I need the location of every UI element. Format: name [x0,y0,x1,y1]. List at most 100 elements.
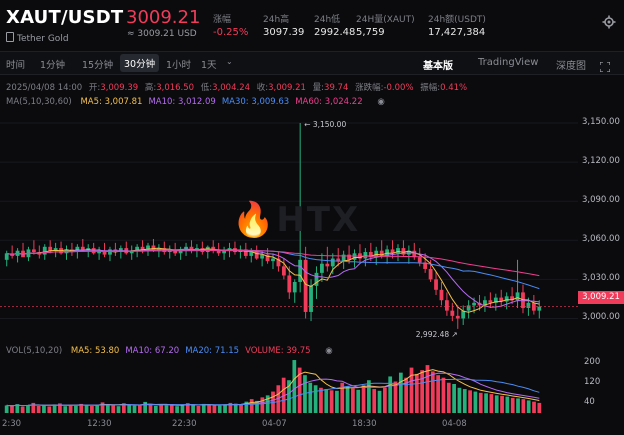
tab-tradingview[interactable]: TradingView [478,57,539,68]
candle-body [412,250,417,258]
candle-body [461,310,466,319]
volume-bar [516,398,520,413]
candle-body [4,253,9,260]
candle-body [271,258,275,262]
candle-body [281,266,286,276]
volume-bar [10,405,14,413]
volume-bar [4,405,9,413]
candle-body [379,250,384,256]
volume-bar [393,381,398,413]
stat-value: 5,759 [356,27,385,38]
time-tick: 04-07 [262,419,287,429]
time-tick: 22:30 [172,419,197,429]
chevron-down-icon[interactable]: ⌄ [226,57,233,66]
candle-body [189,246,194,251]
stat-value: 2992.48 [314,27,356,38]
candle-body [450,310,455,316]
candle-body [118,248,123,253]
time-tick: 04-08 [442,419,467,429]
candle-body [303,259,308,312]
volume-bar [367,380,371,413]
eye-icon[interactable]: ◉ [325,346,333,356]
volume-bar [217,405,222,413]
volume-bar [244,401,249,413]
volume-bar [377,390,382,413]
volume-row: VOL(5,10,20) MA5: 53.80 MA10: 67.20 MA20: … [6,346,339,356]
high-label: 高: [144,83,157,93]
volume-bar [409,367,414,413]
candle-body [243,249,248,256]
candle-body [347,254,351,260]
eye-icon[interactable]: ◉ [377,97,385,107]
volume-bar [100,402,105,413]
interval-1m[interactable]: 1分钟 [40,60,66,71]
fullscreen-icon[interactable] [599,57,611,73]
volume-bar [351,388,355,413]
volume-bar [58,403,62,413]
interval-15m[interactable]: 15分钟 [82,60,114,71]
candle-body [434,279,438,290]
volume-chart[interactable] [0,355,578,413]
time-tick: 18:30 [352,419,377,429]
stat-label: 24h额(USDT) [428,15,486,25]
interval-1d[interactable]: 1天 [201,60,217,71]
volume-title: VOL(5,10,20) [6,346,63,356]
candle-body [31,249,36,253]
settings-icon[interactable] [602,14,616,29]
tab-basic[interactable]: 基本版 [423,61,453,72]
volume-tick: 200 [584,356,601,367]
candle-body [146,245,150,250]
candle-body [472,302,476,306]
htx-watermark: 🔥HTX [232,200,361,240]
candle-body [320,263,324,273]
candle-body [254,252,259,259]
stat-label: 24h低 [314,15,341,25]
candle-body [91,248,96,254]
interval-30m[interactable]: 30分钟 [120,54,160,72]
volume-bar [329,390,334,413]
volume-bar [207,404,211,413]
volume-bar [159,404,164,413]
volume-bar [15,404,20,413]
volume-bar [420,370,425,413]
volume-bar [414,373,419,413]
candle-body [493,297,498,303]
volume-bar [500,395,504,413]
candle-body [216,249,221,254]
volume-bar [20,406,25,413]
volume-bar [121,403,126,413]
volume-bar [292,360,297,413]
candle-body [417,257,422,263]
volume-bar [143,401,148,413]
high-value: 3,016.50 [156,83,195,93]
volume-bar [153,405,158,413]
candlestick-chart[interactable]: ← 3,150.00 2,992.48 ↗ [0,110,578,338]
volume-bar [404,377,409,413]
volume-bar [180,404,185,413]
volume-bar [265,395,270,413]
chart-toolbar: 时间 1分钟 15分钟 30分钟 1小时 1天 ⌄ 基本版 TradingVie… [0,51,624,75]
volume-bar [249,399,254,413]
stat-value: -0.25% [213,27,249,38]
volume-bar [42,405,46,413]
vol-item: MA10: 67.20 [125,346,180,356]
candle-body [368,252,373,258]
high-marker-label: ← 3,150.00 [304,120,346,129]
volume-bar [319,387,323,413]
vol-value: 39.74 [324,83,349,93]
candle-body [515,292,520,301]
candle-body [140,246,145,250]
volume-bar [436,375,440,413]
volume-bar [308,382,313,413]
interval-1h[interactable]: 1小时 [166,60,192,71]
volume-bar [505,396,510,413]
candle-body [325,263,330,267]
volume-bar [372,389,377,413]
open-value: 3,009.39 [100,83,139,93]
interval-time[interactable]: 时间 [6,60,26,71]
tab-depth[interactable]: 深度图 [556,61,586,72]
candle-body [276,258,281,267]
volume-bar [452,384,456,413]
amp-value: 0.41% [440,83,468,93]
candle-body [466,305,471,311]
